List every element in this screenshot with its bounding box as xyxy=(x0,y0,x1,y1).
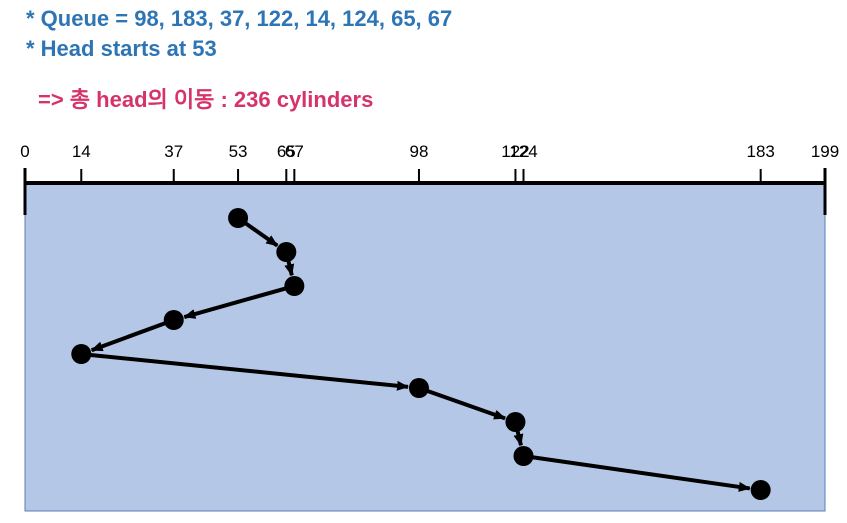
tick-label: 122 xyxy=(501,142,529,161)
tick-label: 65 xyxy=(277,142,296,161)
request-point xyxy=(513,446,534,466)
request-point xyxy=(71,344,92,364)
head-start-line: * Head starts at 53 xyxy=(26,36,217,61)
track-panel xyxy=(24,182,826,512)
request-point xyxy=(505,412,526,432)
request-points xyxy=(71,208,771,500)
tick-label: 37 xyxy=(164,142,183,161)
request-point xyxy=(228,208,249,228)
request-point xyxy=(276,242,297,262)
tick-label: 183 xyxy=(746,142,774,161)
tick-label: 199 xyxy=(811,142,839,161)
tick-label: 0 xyxy=(20,142,29,161)
tick-label: 98 xyxy=(410,142,429,161)
tick-label: 53 xyxy=(229,142,248,161)
tick-label: 124 xyxy=(509,142,537,161)
path-arrow xyxy=(183,284,293,319)
request-point xyxy=(163,310,184,330)
tick-label: 67 xyxy=(285,142,304,161)
request-point xyxy=(750,480,771,500)
path-arrow xyxy=(90,318,173,353)
queue-line: * Queue = 98, 183, 37, 122, 14, 124, 65,… xyxy=(26,6,453,31)
path-arrow xyxy=(83,352,410,391)
tick-label: 14 xyxy=(72,142,91,161)
request-point xyxy=(408,378,429,398)
request-point xyxy=(284,276,305,296)
head-path xyxy=(83,217,751,492)
path-arrow xyxy=(525,454,751,492)
path-arrow xyxy=(420,386,507,421)
total-movement-summary: => 총 head의 이동 : 236 cylinders xyxy=(38,87,374,112)
